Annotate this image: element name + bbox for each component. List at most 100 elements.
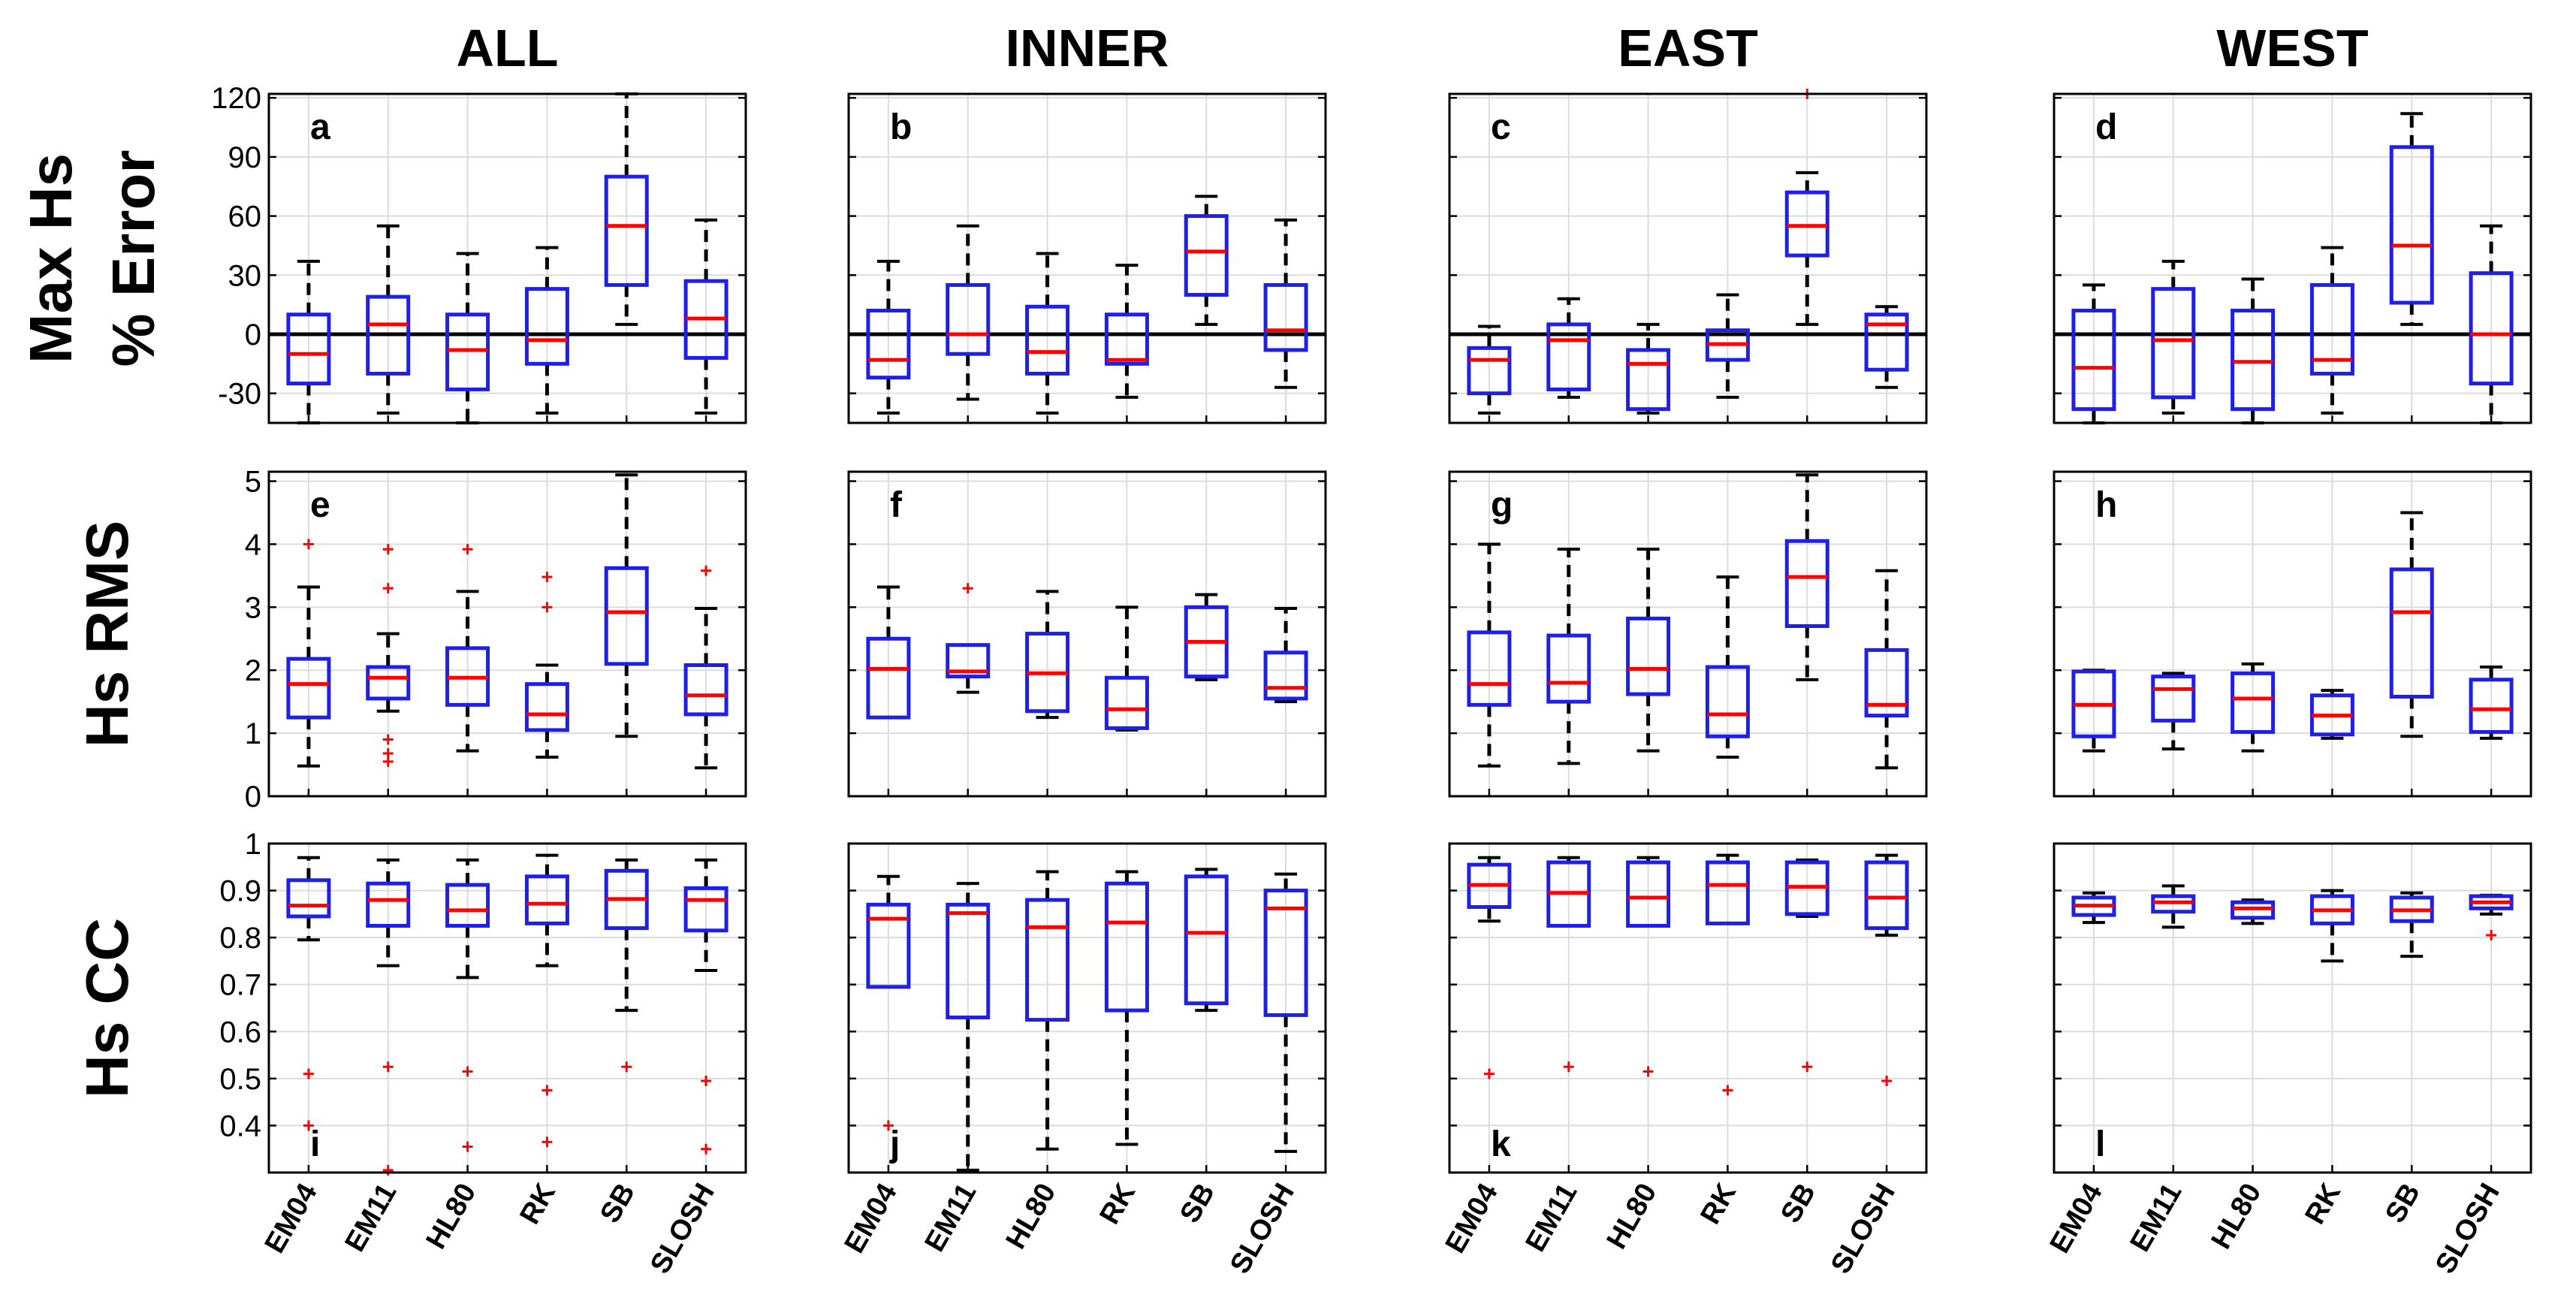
box-em11 [946, 583, 991, 694]
panel-c: c [1448, 89, 1928, 424]
box-em11 [366, 224, 411, 415]
box-rk [1705, 293, 1750, 399]
panel-letter: e [310, 485, 330, 525]
box-sb [1184, 593, 1229, 681]
outlier-marker [303, 539, 314, 550]
box-rk [2309, 689, 2354, 740]
iqr-box [286, 657, 331, 720]
panel-frame [267, 842, 747, 1174]
box-em04 [2071, 283, 2116, 424]
outlier-marker [1802, 1061, 1813, 1073]
iqr-box [1705, 665, 1750, 738]
y-tick-label: 0.4 [219, 1109, 261, 1142]
panel-background [849, 472, 1326, 796]
box-sb [1784, 473, 1829, 681]
outlier-marker [541, 1136, 553, 1148]
category-label-em04: EM04 [1440, 1178, 1504, 1258]
y-tick-label: 0.9 [219, 875, 261, 908]
y-tick-label: 1 [245, 828, 261, 861]
category-label-slosh: SLOSH [2430, 1179, 2506, 1279]
category-label-sb: SB [594, 1179, 641, 1229]
iqr-box [1467, 630, 1512, 707]
category-label-em04: EM04 [259, 1179, 324, 1259]
box-em11 [2151, 884, 2196, 929]
iqr-box [683, 663, 728, 717]
panel-frame [847, 470, 1327, 798]
box-slosh [2469, 666, 2514, 740]
box-slosh [2469, 893, 2514, 941]
box-rk [1705, 853, 1750, 1096]
box-sb [1184, 195, 1229, 326]
iqr-box [866, 309, 911, 380]
category-label-slosh: SLOSH [1825, 1179, 1902, 1279]
box-hl80 [1626, 548, 1671, 753]
category-label-hl80: HL80 [1000, 1179, 1063, 1254]
outlier-marker [1722, 1085, 1733, 1096]
outlier-marker [462, 544, 473, 555]
iqr-box [1025, 304, 1070, 376]
iqr-box [1263, 282, 1308, 352]
panel-background [849, 94, 1326, 423]
y-tick-label: 60 [228, 201, 262, 234]
outlier-marker [701, 565, 712, 576]
iqr-box [2151, 675, 2196, 723]
panel-letter: g [1491, 485, 1513, 525]
category-label-em04: EM04 [839, 1179, 903, 1259]
box-hl80 [1626, 856, 1671, 1077]
iqr-box [366, 881, 411, 928]
column-title-east: EAST [1618, 19, 1758, 77]
box-slosh [1263, 607, 1308, 704]
panel-background [1449, 94, 1926, 423]
iqr-box [1784, 539, 1829, 629]
panel-letter: c [1491, 107, 1511, 147]
panel-d: d [2053, 92, 2532, 424]
iqr-box [1025, 898, 1070, 1022]
panel-l: l EM04 EM11 HL80 RK SB SLOSH [2044, 842, 2532, 1279]
outlier-marker [462, 1066, 473, 1077]
box-sb [2389, 112, 2434, 326]
panel-b: b [847, 92, 1327, 424]
box-slosh [1864, 853, 1909, 1086]
iqr-box [1864, 860, 1909, 931]
y-tick-label: 0 [245, 780, 261, 813]
iqr-box [1184, 874, 1229, 1006]
row-label-line: Hs CC [74, 918, 140, 1098]
category-label-slosh: SLOSH [1224, 1179, 1301, 1279]
iqr-box [604, 566, 649, 666]
iqr-box [1626, 860, 1671, 928]
box-hl80 [1025, 252, 1070, 415]
box-em11 [946, 224, 991, 401]
iqr-box [2071, 309, 2116, 412]
iqr-box [1705, 860, 1750, 925]
panel-letter: i [310, 1124, 320, 1164]
iqr-box [1626, 616, 1671, 696]
outlier-marker [382, 1164, 394, 1176]
box-hl80 [2231, 898, 2276, 925]
iqr-box [524, 287, 569, 366]
y-tick-label: 3 [245, 591, 261, 624]
iqr-box [1864, 312, 1909, 372]
category-label-slosh: SLOSH [644, 1179, 721, 1279]
y-tick-label: 2 [245, 654, 261, 687]
panel-frame [847, 842, 1327, 1174]
panel-background [2054, 844, 2531, 1173]
panel-frame [1448, 92, 1928, 424]
category-label-em04: EM04 [2044, 1179, 2109, 1259]
outlier-marker [1483, 1068, 1495, 1079]
column-title-west: WEST [2216, 19, 2368, 77]
box-slosh [683, 565, 728, 770]
category-label-rk: RK [1694, 1178, 1742, 1230]
iqr-box [1104, 675, 1149, 730]
panel-letter: d [2095, 107, 2117, 147]
box-sb [2389, 891, 2434, 958]
outlier-marker [382, 1061, 394, 1073]
panel-i: 0.4 0.5 0.6 0.7 0.8 0.9 1 i EM04 EM11 HL80 RK SB SLOS… [219, 828, 747, 1279]
y-tick-label: 120 [211, 82, 261, 115]
iqr-box [524, 682, 569, 732]
panel-g: g [1448, 470, 1928, 798]
category-label-rk: RK [1093, 1178, 1142, 1230]
panel-f: f [847, 470, 1327, 798]
panel-frame [1448, 470, 1928, 798]
y-tick-label: 5 [245, 466, 261, 499]
panel-background [269, 94, 746, 423]
